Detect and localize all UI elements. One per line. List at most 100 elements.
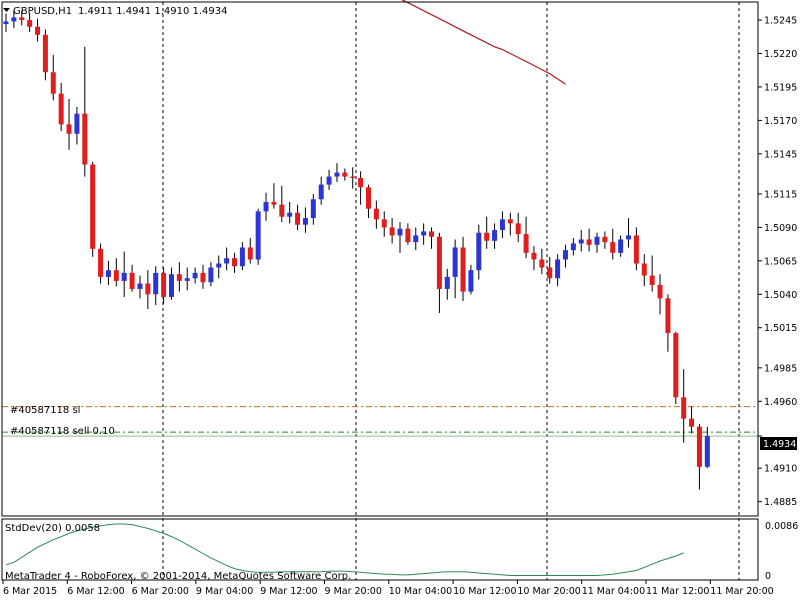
indicator-panel-border	[1, 518, 759, 581]
sell-order-label[interactable]: #40587118 sell 0.10	[10, 426, 115, 437]
price-tick-label: 1.5065	[764, 256, 797, 267]
candle-bull	[421, 231, 427, 236]
candle-bull	[555, 259, 561, 279]
candle-bear	[507, 219, 513, 224]
candle-bull	[310, 199, 316, 219]
candle-bear	[247, 247, 253, 260]
candle-bear	[531, 252, 537, 260]
candle-bull	[137, 283, 143, 289]
candle-bull	[216, 263, 222, 268]
indicator-label: StdDev(20) 0.0058	[5, 523, 100, 534]
candle-bull	[578, 239, 584, 244]
candle-bear	[35, 26, 41, 35]
candle-bull	[3, 21, 9, 25]
price-tick-label: 1.4910	[764, 464, 797, 475]
candle-bull	[570, 243, 576, 251]
candle-bear	[161, 272, 167, 297]
candle-bull	[397, 228, 403, 236]
time-tick-label: 9 Mar 04:00	[196, 586, 253, 597]
candle-bull	[302, 218, 308, 225]
candle-bull	[626, 235, 632, 240]
time-tick-label: 10 Mar 12:00	[453, 586, 516, 597]
candle-bear	[586, 239, 592, 245]
candle-bear	[90, 164, 96, 249]
price-tick-label: 1.5115	[764, 189, 797, 200]
candle-bear	[19, 17, 25, 21]
candle-bull	[287, 212, 293, 217]
time-tick-label: 10 Mar 20:00	[517, 586, 580, 597]
candle-bull	[263, 201, 269, 212]
price-tick-label: 1.5245	[764, 16, 797, 27]
candle-bull	[594, 236, 600, 245]
candle-bear	[27, 20, 33, 27]
price-tick-label: 1.5145	[764, 149, 797, 160]
candle-bear	[515, 223, 521, 235]
candle-bull	[105, 270, 111, 277]
candle-bull	[618, 239, 624, 253]
candle-bull	[153, 272, 159, 295]
candle-bear	[342, 172, 348, 177]
price-tick-label: 1.5195	[764, 82, 797, 93]
candle-bull	[184, 278, 190, 281]
candle-bear	[350, 176, 356, 178]
candle-bear	[610, 242, 616, 253]
ma-line	[401, 0, 566, 85]
candle-bear	[50, 72, 56, 94]
chart-dropdown-icon[interactable]	[3, 8, 10, 12]
candle-bear	[657, 284, 663, 299]
candle-bear	[602, 236, 608, 243]
candle-bear	[429, 231, 435, 237]
time-tick-label: 10 Mar 04:00	[389, 586, 452, 597]
candle-bull	[413, 235, 419, 243]
candle-bear	[641, 263, 647, 276]
main-panel-border	[1, 1, 759, 517]
candle-bear	[523, 234, 529, 253]
candle-bull	[74, 113, 80, 134]
price-axis: 1.5245 1.5220 1.5195 1.5170 1.5145 1.5115 1.50…	[758, 16, 797, 508]
candle-bull	[476, 232, 482, 271]
sl-order-label[interactable]: #40587118 sl	[10, 405, 80, 416]
candle-bull	[318, 184, 324, 200]
time-tick-label: 6 Mar 20:00	[132, 586, 189, 597]
candle-bear	[649, 275, 655, 285]
price-tick-label: 1.4960	[764, 397, 797, 408]
order-levels	[2, 406, 758, 437]
chart-ohlc: 1.4911 1.4941 1.4910 1.4934	[78, 6, 228, 17]
chart-symbol-timeframe: GBPUSD,H1	[13, 6, 72, 17]
stddev-indicator	[5, 523, 684, 576]
candle-bear	[689, 418, 695, 427]
candle-bear	[232, 258, 238, 267]
price-tick-label: 1.5090	[764, 223, 797, 234]
indicator-max-tick: 0.0086	[765, 521, 798, 532]
candle-bear	[271, 201, 277, 205]
candle-bear	[460, 247, 466, 292]
time-tick-label: 11 Mar 12:00	[646, 586, 709, 597]
time-tick-label: 11 Mar 04:00	[582, 586, 645, 597]
time-tick-label: 9 Mar 20:00	[325, 586, 382, 597]
candle-bull	[499, 219, 505, 231]
candle-bear	[696, 426, 702, 467]
candles	[3, 10, 710, 490]
candle-bear	[279, 204, 285, 217]
candle-bear	[98, 248, 104, 277]
candle-bear	[66, 124, 72, 134]
candle-bull	[334, 172, 340, 177]
time-tick-label: 9 Mar 12:00	[260, 586, 317, 597]
candle-bear	[373, 208, 379, 220]
candle-bull	[168, 274, 174, 297]
candle-bear	[113, 270, 119, 281]
time-axis: 6 Mar 2015 6 Mar 12:00 6 Mar 20:00 9 Mar 04…	[2, 580, 774, 597]
candle-bull	[239, 247, 245, 267]
candle-bear	[389, 227, 395, 236]
candle-bear	[436, 236, 442, 289]
candle-bear	[129, 272, 135, 289]
price-tick-label: 1.5040	[764, 290, 797, 301]
moving-average	[401, 0, 566, 85]
candle-bull	[704, 436, 710, 467]
stddev-line	[5, 523, 684, 576]
candle-bear	[358, 177, 364, 188]
candle-bull	[11, 17, 17, 22]
candle-bull	[492, 230, 498, 241]
candle-bear	[673, 333, 679, 398]
